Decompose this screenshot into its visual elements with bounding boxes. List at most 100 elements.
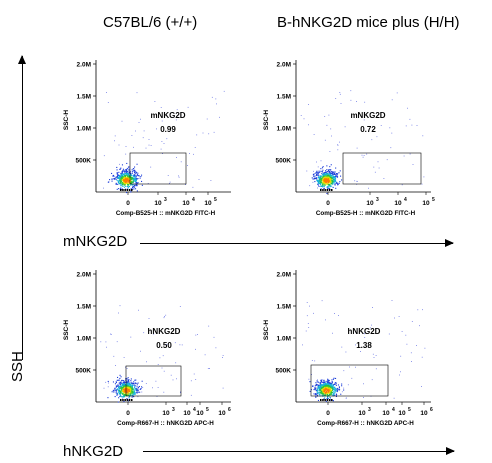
event-dot bbox=[133, 179, 135, 181]
event-dot bbox=[127, 187, 129, 189]
event-dot bbox=[371, 324, 372, 326]
event-dot bbox=[320, 386, 322, 388]
event-dot bbox=[115, 390, 117, 392]
event-dot bbox=[330, 388, 332, 390]
event-dot bbox=[335, 181, 337, 183]
y-tick-label: 1.0M bbox=[77, 336, 91, 343]
event-dot bbox=[122, 189, 124, 191]
event-dot bbox=[329, 185, 331, 187]
event-dot bbox=[137, 178, 139, 180]
event-dot bbox=[118, 182, 120, 184]
event-dot bbox=[336, 176, 338, 178]
event-dot bbox=[327, 170, 329, 172]
event-dot bbox=[315, 384, 317, 386]
event-dot bbox=[421, 356, 423, 358]
event-dot bbox=[125, 175, 127, 177]
event-dot bbox=[117, 176, 119, 178]
event-dot bbox=[190, 380, 192, 382]
event-dot bbox=[126, 179, 128, 181]
event-dot bbox=[131, 396, 133, 398]
event-dot bbox=[115, 386, 117, 388]
event-dot bbox=[136, 383, 138, 385]
event-dot bbox=[121, 388, 123, 390]
event-dot bbox=[323, 390, 325, 392]
event-dot bbox=[326, 182, 328, 184]
event-dot bbox=[120, 181, 122, 183]
event-dot bbox=[377, 161, 379, 163]
event-dot bbox=[343, 370, 345, 372]
event-dot bbox=[327, 395, 329, 397]
y-tick-label: 2.0M bbox=[77, 272, 91, 279]
event-dot bbox=[124, 394, 126, 396]
event-dot bbox=[116, 166, 118, 168]
event-dot bbox=[339, 181, 341, 183]
event-dot bbox=[132, 389, 134, 391]
event-dot bbox=[334, 386, 336, 388]
event-dot bbox=[321, 167, 323, 169]
event-dot bbox=[134, 184, 136, 186]
event-dot bbox=[330, 389, 332, 391]
event-dot bbox=[328, 180, 330, 182]
event-dot bbox=[336, 175, 338, 177]
event-dot bbox=[337, 182, 339, 184]
event-dot bbox=[332, 186, 334, 188]
event-dot bbox=[136, 385, 138, 387]
event-dot bbox=[331, 387, 333, 389]
event-dot bbox=[123, 169, 125, 171]
event-dot bbox=[323, 174, 325, 176]
event-dot bbox=[136, 178, 138, 180]
event-dot bbox=[331, 183, 333, 185]
event-dot bbox=[326, 398, 328, 400]
event-dot bbox=[126, 389, 128, 391]
event-dot bbox=[327, 395, 329, 397]
event-dot bbox=[332, 392, 334, 394]
y-tick-label: 2.0M bbox=[77, 62, 91, 69]
event-dot bbox=[314, 181, 316, 183]
event-dot bbox=[330, 393, 332, 395]
event-dot bbox=[118, 176, 120, 178]
event-dot bbox=[130, 390, 132, 392]
event-dot bbox=[107, 397, 109, 399]
event-dot bbox=[125, 183, 127, 185]
event-dot bbox=[121, 177, 123, 179]
event-dot bbox=[332, 171, 334, 173]
event-dot bbox=[108, 382, 109, 384]
event-dot bbox=[140, 118, 141, 120]
event-dot bbox=[324, 181, 326, 183]
event-dot bbox=[406, 343, 408, 345]
event-dot bbox=[376, 136, 378, 138]
event-dot bbox=[364, 333, 365, 335]
event-dot bbox=[323, 178, 325, 180]
event-dot bbox=[327, 380, 329, 382]
event-dot bbox=[166, 138, 168, 140]
event-dot bbox=[128, 396, 130, 398]
x-tick-exponent: 4 bbox=[404, 197, 407, 203]
event-dot bbox=[216, 103, 217, 105]
event-dot bbox=[318, 179, 320, 181]
event-dot bbox=[113, 178, 115, 180]
event-dot bbox=[122, 387, 124, 389]
event-dot bbox=[334, 383, 336, 385]
event-dot bbox=[329, 151, 331, 152]
event-dot bbox=[124, 181, 126, 183]
event-dot bbox=[136, 392, 138, 394]
event-dot bbox=[132, 177, 134, 179]
event-dot bbox=[331, 185, 333, 187]
event-dot bbox=[326, 183, 328, 185]
event-dot bbox=[118, 312, 119, 314]
event-dot bbox=[331, 177, 333, 179]
event-dot bbox=[118, 174, 120, 176]
event-dot bbox=[329, 177, 331, 179]
event-dot bbox=[329, 396, 331, 398]
event-dot bbox=[195, 379, 197, 380]
event-dot bbox=[386, 159, 388, 161]
event-dot bbox=[125, 146, 127, 147]
event-dot bbox=[325, 389, 327, 391]
event-dot bbox=[416, 125, 418, 126]
x-axis-title: Comp-B525-H :: mNKG2D FITC-H bbox=[116, 210, 216, 217]
event-dot bbox=[316, 180, 318, 182]
event-dot bbox=[330, 386, 332, 388]
event-dot bbox=[319, 390, 321, 392]
event-dot bbox=[302, 344, 303, 346]
event-dot bbox=[119, 182, 121, 184]
